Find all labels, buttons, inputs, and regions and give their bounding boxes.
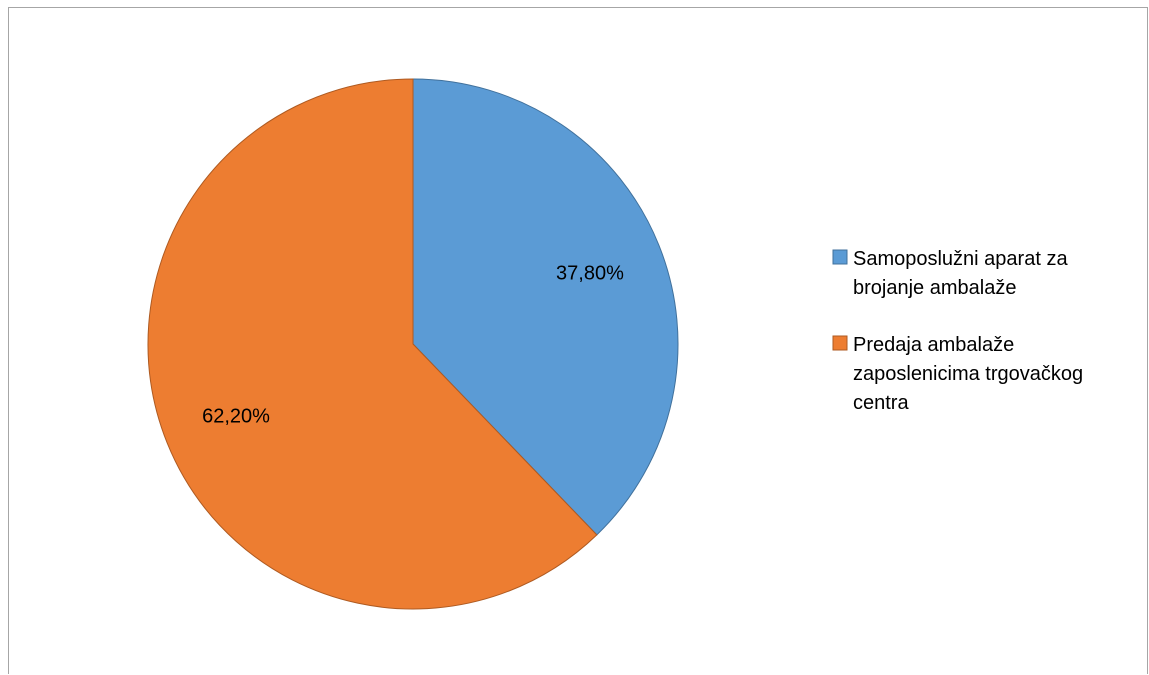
- legend-label-2-line-1: Predaja ambalaže: [853, 334, 1014, 356]
- data-label-2: 62,20%: [202, 405, 270, 427]
- data-label-1: 37,80%: [556, 263, 624, 285]
- legend-swatch-1: [832, 249, 848, 265]
- pie-slice-1: [412, 78, 679, 536]
- legend-label-2-line-2: zaposlenicima trgovačkog: [853, 363, 1083, 385]
- pie-data-labels: 37,80% 62,20%: [202, 263, 624, 428]
- legend-swatch-2: [832, 335, 848, 351]
- legend-label-1-line-1: Samoposlužni aparat za: [853, 248, 1068, 270]
- legend-label-2-line-3: centra: [853, 392, 909, 414]
- legend-label-1-line-2: brojanje ambalaže: [853, 277, 1016, 299]
- legend: Samoposlužni aparat za brojanje ambalaže P…: [832, 248, 1083, 414]
- pie-slice-2: [147, 78, 598, 610]
- pie-slices: [147, 78, 679, 610]
